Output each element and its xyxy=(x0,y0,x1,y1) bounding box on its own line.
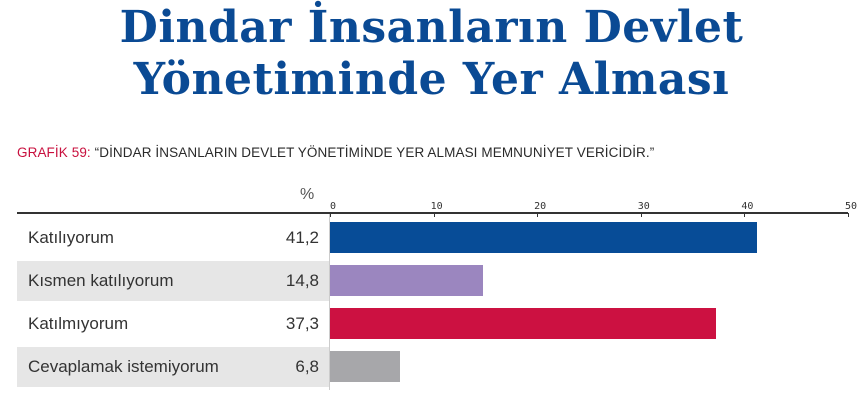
category-label: Kısmen katılıyorum xyxy=(28,271,174,290)
x-tick-mark xyxy=(848,213,849,217)
bar xyxy=(330,351,401,382)
x-tick-mark xyxy=(537,213,539,217)
title-line-1: Dindar İnsanların Devlet xyxy=(119,2,744,53)
chart-title: Dindar İnsanların Devlet Yönetiminde Yer… xyxy=(0,2,863,106)
percent-label: % xyxy=(300,186,315,203)
chart-subtitle: GRAFİK 59: “DİNDAR İNSANLARIN DEVLET YÖN… xyxy=(17,145,654,160)
category-row: Katılıyorum 41,2 xyxy=(17,218,329,258)
subtitle-label: GRAFİK 59: xyxy=(17,145,91,160)
x-tick-mark xyxy=(640,213,642,217)
x-tick-label: 50 xyxy=(844,201,858,212)
value-label: 14,8 xyxy=(285,271,319,290)
x-tick-mark xyxy=(744,213,746,217)
axis-top-line xyxy=(17,212,848,214)
x-tick-label: 10 xyxy=(430,201,443,212)
bar xyxy=(330,265,484,296)
bar xyxy=(330,222,757,253)
value-label: 6,8 xyxy=(295,357,319,376)
x-tick-label: 0 xyxy=(329,201,337,212)
x-tick-label: 30 xyxy=(637,201,650,212)
category-row: Cevaplamak istemiyorum 6,8 xyxy=(17,347,329,387)
title-line-2: Yönetiminde Yer Alması xyxy=(133,54,730,105)
subtitle-text: “DİNDAR İNSANLARIN DEVLET YÖNETİMİNDE YE… xyxy=(90,145,655,160)
x-tick-mark xyxy=(330,213,331,217)
x-tick-label: 20 xyxy=(534,201,547,212)
value-label: 41,2 xyxy=(285,228,319,247)
x-tick-label: 40 xyxy=(741,201,754,212)
value-label: 37,3 xyxy=(285,314,319,333)
bar xyxy=(330,308,717,339)
category-label: Katılıyorum xyxy=(28,228,114,247)
category-label: Cevaplamak istemiyorum xyxy=(28,357,219,376)
category-label: Katılmıyorum xyxy=(28,314,129,333)
x-tick-mark xyxy=(433,213,435,217)
category-row: Katılmıyorum 37,3 xyxy=(17,304,329,344)
value-axis-line xyxy=(329,214,330,390)
category-row: Kısmen katılıyorum 14,8 xyxy=(17,261,329,301)
